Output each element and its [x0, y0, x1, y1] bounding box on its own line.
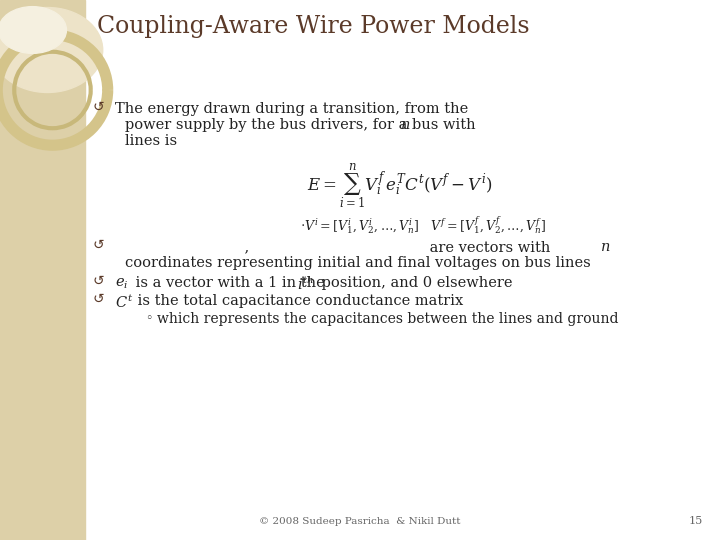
Text: $e_i$: $e_i$ — [115, 276, 128, 291]
Text: ↺: ↺ — [93, 274, 104, 288]
Text: Coupling-Aware Wire Power Models: Coupling-Aware Wire Power Models — [97, 15, 530, 38]
Text: $\cdot V^i = [V_1^i, V_2^i, \ldots, V_n^i]$$\quad V^f = [V_1^f, V_2^f, \ldots, V: $\cdot V^i = [V_1^i, V_2^i, \ldots, V_n^… — [300, 214, 546, 235]
Text: lines is: lines is — [125, 134, 177, 148]
Text: coordinates representing initial and final voltages on bus lines: coordinates representing initial and fin… — [125, 256, 590, 270]
Text: $E = \sum_{i=1}^{n} V_i^f\, e_i^T C^t (V^f - V^i)$: $E = \sum_{i=1}^{n} V_i^f\, e_i^T C^t (V… — [307, 162, 492, 211]
Text: 15: 15 — [689, 516, 703, 526]
Text: ,                                       are vectors with: , are vectors with — [115, 240, 555, 254]
Ellipse shape — [0, 6, 66, 53]
Bar — [0, 0, 85, 540]
Text: is the total capacitance conductance matrix: is the total capacitance conductance mat… — [133, 294, 463, 308]
Text: ↺: ↺ — [93, 100, 104, 114]
Text: is a vector with a 1 in the: is a vector with a 1 in the — [131, 276, 329, 290]
Text: n: n — [601, 240, 611, 254]
Text: $i^{th}$: $i^{th}$ — [297, 276, 315, 293]
Text: n: n — [401, 118, 410, 132]
Text: ◦: ◦ — [145, 312, 153, 325]
Text: position, and 0 elsewhere: position, and 0 elsewhere — [317, 276, 513, 290]
Text: which represents the capacitances between the lines and ground: which represents the capacitances betwee… — [157, 312, 618, 326]
Text: $C^t$: $C^t$ — [115, 294, 133, 311]
Text: © 2008 Sudeep Pasricha  & Nikil Dutt: © 2008 Sudeep Pasricha & Nikil Dutt — [259, 517, 461, 526]
Text: The energy drawn during a transition, from the: The energy drawn during a transition, fr… — [115, 102, 468, 116]
Text: power supply by the bus drivers, for a bus with: power supply by the bus drivers, for a b… — [125, 118, 480, 132]
Text: ↺: ↺ — [93, 292, 104, 306]
Ellipse shape — [0, 8, 103, 92]
Text: ↺: ↺ — [93, 238, 104, 252]
